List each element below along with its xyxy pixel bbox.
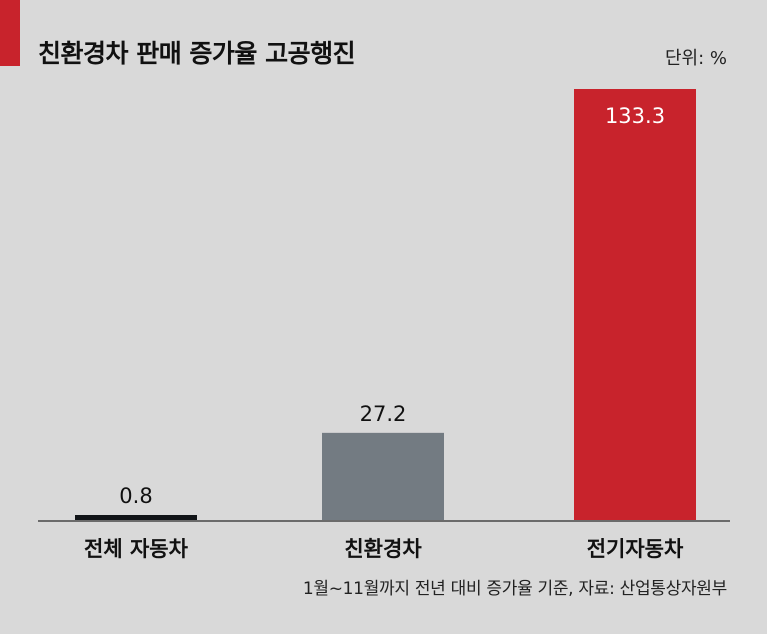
category-label-1: 전체 자동차 (84, 537, 189, 561)
bar-value-label-2: 27.2 (360, 402, 407, 426)
title-accent-bar (0, 0, 20, 66)
source-note: 1월~11월까지 전년 대비 증가율 기준, 자료: 산업통상자원부 (302, 579, 727, 599)
unit-label: 단위: % (664, 48, 727, 69)
bar-2 (322, 432, 444, 521)
category-label-2: 친환경차 (344, 537, 422, 561)
bar-value-label-3: 133.3 (605, 104, 665, 128)
bar-3 (574, 89, 696, 521)
bar-value-label-1: 0.8 (119, 484, 152, 508)
category-label-3: 전기자동차 (587, 537, 684, 561)
bar-1 (75, 515, 197, 521)
bars-group (75, 89, 696, 521)
labels-group: 0.8 전체 자동차 27.2 친환경차 133.3 전기자동차 (84, 104, 684, 561)
chart-title: 친환경차 판매 증가율 고공행진 (38, 39, 356, 68)
